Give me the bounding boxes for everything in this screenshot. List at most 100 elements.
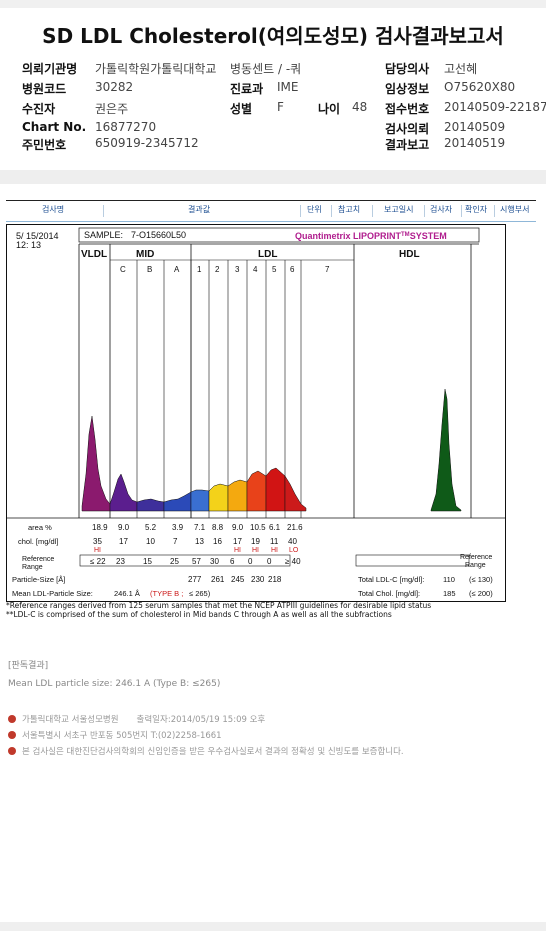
area-value: 8.8 [212,523,224,532]
col-report-time: 보고일시 [384,205,414,214]
request-value: 20140509 [444,120,506,134]
footer-certification: 본 검사실은 대한진단검사의학회의 신임인증을 받은 우수검사실로서 결과의 정… [22,747,404,757]
group-vldl: VLDL [81,249,107,260]
area-value: 7.1 [194,523,206,532]
total-ldl-value: 110 [443,575,455,584]
receipt-value: 20140509-22187 [444,100,546,114]
result-value: 20140519 [444,136,506,150]
sex-label: 성별 [230,102,253,116]
interpretation-heading: [판독결과] [8,661,49,671]
ref-value: 0 [267,557,272,566]
lipoprint-chart: 5/ 15/2014 12: 13 SAMPLE: 7-O15660L50 Qu… [6,224,534,602]
ldl-4-peak [246,470,267,512]
total-ldl-label: Total LDL-C [mg/dl]: [358,575,424,584]
result-label: 결과보고 [385,138,430,152]
area-label: area % [28,523,52,532]
chart-no-value: 16877270 [95,120,157,134]
area-value: 6.1 [269,523,281,532]
col-confirmer: 확인자 [465,205,488,214]
note-line-2: **LDL-C is comprised of the sum of chole… [6,610,392,619]
chol-value: 17 [119,537,128,546]
bullet-icon [8,731,16,739]
total-chol-label: Total Chol. [mg/dl]: [358,589,420,598]
note-line-1: *Reference ranges derived from 125 serum… [6,601,432,610]
chol-flag: LO [289,547,299,554]
total-ldl-ref: (≤ 130) [469,575,493,584]
top-band [0,0,546,8]
band-label-7: 7 [325,265,330,274]
ldl-1-peak [190,489,210,512]
band-label-A: A [174,265,180,274]
hdl-ref-label: Reference Range [460,554,492,569]
ref-value: 23 [116,557,125,566]
patient-info-header: 의뢰기관명 가톨릭학원가톨릭대학교 병동센트 / -쿼 담당의사 고선혜 병원코… [0,56,546,168]
chart-frame [6,224,506,602]
ref-label: Reference Range [22,556,54,571]
chol-value: 7 [173,537,178,546]
ref-value: 6 [230,557,235,566]
resident-id-label: 주민번호 [22,138,67,152]
particle-size-value: 261 [211,575,225,584]
patient-label: 수진자 [22,102,56,116]
doctor-value: 고선혜 [444,62,478,76]
particle-size-label: Particle-Size [Å] [12,575,65,584]
chol-value: 40 [288,537,297,546]
ref-value: 0 [248,557,253,566]
ldl-3-peak [227,479,248,512]
clinical-value: O75620X80 [444,80,516,94]
col-unit: 단위 [307,205,322,214]
section-separator [0,170,546,184]
total-chol-value: 185 [443,589,456,598]
chol-flag: HI [252,547,259,554]
area-value: 5.2 [145,523,157,532]
particle-size-value: 230 [251,575,265,584]
ldl-6-peak [284,475,307,512]
area-value: 9.0 [232,523,244,532]
patient-value: 권은주 [95,102,129,116]
col-tester: 검사자 [430,205,453,214]
dept-label: 진료과 [230,82,264,96]
particle-size-value: 218 [268,575,282,584]
brand-name: Quantimetrix LIPOPRINTTMSYSTEM [295,231,447,241]
group-hdl: HDL [399,249,420,260]
chol-value: 11 [270,537,279,546]
chart-no-label: Chart No. [22,120,87,134]
chol-value: 35 [93,537,102,546]
dept-value: IME [277,80,299,94]
col-test-name: 검사명 [42,205,65,214]
hospital-code-label: 병원코드 [22,82,67,96]
age-value: 48 [352,100,368,114]
hdl-peak [430,388,462,512]
footer-cert-line: 본 검사실은 대한진단검사의학회의 신임인증을 받은 우수검사실로서 결과의 정… [8,745,404,757]
group-ldl: LDL [258,249,277,260]
result-column-header: 검사명 결과값 단위 참고치 보고일시 검사자 확인자 시행부서 [6,200,536,222]
area-value: 9.0 [118,523,130,532]
bullet-icon [8,715,16,723]
particle-size-value: 277 [188,575,202,584]
request-label: 검사의뢰 [385,122,430,136]
area-value: 21.6 [287,523,303,532]
bullet-icon [8,747,16,755]
ref-value: 30 [210,557,219,566]
mean-size-label: Mean LDL-Particle Size: [12,589,93,598]
chol-value: 19 [251,537,260,546]
chol-value: 16 [213,537,222,546]
total-chol-ref: (≤ 200) [469,589,493,598]
sex-value: F [277,100,284,114]
chart-date: 5/ 15/2014 [16,231,59,241]
hospital-code-value: 30282 [95,80,134,94]
band-label-1: 1 [197,265,202,274]
col-reference: 참고치 [338,205,361,214]
chol-flag: HI [94,547,101,554]
chol-value: 10 [146,537,155,546]
sample-label: SAMPLE: [84,230,123,240]
chol-value: 13 [195,537,204,546]
sample-box [78,227,480,243]
doctor-label: 담당의사 [385,62,430,76]
ref-value: ≥ 40 [285,557,301,566]
particle-size-value: 245 [231,575,245,584]
age-label: 나이 [318,102,341,116]
area-value: 3.9 [172,523,184,532]
receipt-label: 접수번호 [385,102,430,116]
band-label-C: C [120,265,126,274]
